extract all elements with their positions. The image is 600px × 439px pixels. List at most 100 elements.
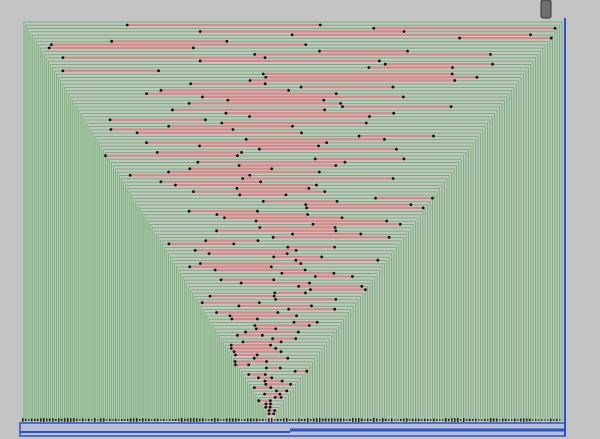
link-end bbox=[157, 69, 160, 73]
tick bbox=[517, 419, 519, 421]
tick bbox=[382, 418, 384, 422]
link-end bbox=[271, 235, 275, 239]
link-end bbox=[196, 160, 200, 164]
link-end bbox=[299, 85, 303, 89]
link-end bbox=[272, 255, 276, 259]
link-end bbox=[475, 75, 479, 79]
link-end bbox=[273, 396, 277, 399]
wire bbox=[141, 210, 424, 421]
link-end bbox=[276, 311, 280, 314]
link-end bbox=[293, 369, 297, 373]
wire bbox=[253, 390, 292, 421]
wire bbox=[62, 83, 517, 421]
link-end bbox=[159, 180, 163, 184]
wire bbox=[202, 308, 352, 421]
link-end bbox=[257, 399, 261, 403]
wire bbox=[237, 364, 311, 421]
tick bbox=[499, 419, 501, 421]
link-end bbox=[201, 95, 204, 99]
link-end bbox=[271, 337, 275, 340]
link-end bbox=[241, 340, 245, 344]
wire bbox=[155, 233, 407, 421]
link-end bbox=[391, 85, 395, 89]
tick bbox=[280, 418, 282, 422]
link-end bbox=[313, 157, 317, 161]
wire bbox=[171, 259, 388, 421]
link-end bbox=[193, 249, 197, 252]
tick bbox=[121, 418, 123, 422]
tick bbox=[454, 418, 456, 422]
tick bbox=[523, 418, 525, 422]
wire bbox=[137, 204, 429, 421]
tick bbox=[85, 419, 87, 421]
link-end bbox=[299, 262, 303, 265]
link-end bbox=[310, 304, 313, 308]
link-end bbox=[273, 409, 277, 412]
link-end bbox=[391, 177, 395, 180]
link-end bbox=[235, 186, 239, 190]
link-end bbox=[239, 281, 243, 285]
link-end bbox=[385, 219, 389, 223]
tick bbox=[277, 418, 279, 422]
link-end bbox=[401, 95, 405, 99]
tick bbox=[199, 418, 201, 422]
link-end bbox=[200, 301, 204, 305]
link-end bbox=[285, 389, 289, 393]
tick bbox=[319, 418, 321, 422]
link-end bbox=[334, 298, 338, 301]
link-end bbox=[279, 350, 283, 354]
tick bbox=[268, 418, 270, 422]
link-end bbox=[269, 343, 272, 347]
link-end bbox=[295, 314, 298, 318]
link-end bbox=[269, 386, 273, 389]
tick bbox=[205, 419, 207, 421]
tick bbox=[118, 419, 120, 421]
link-end bbox=[110, 39, 114, 43]
link-end bbox=[274, 347, 278, 350]
link-end bbox=[392, 111, 396, 115]
wire bbox=[190, 289, 366, 421]
link-end bbox=[233, 360, 237, 363]
link-end bbox=[128, 173, 132, 177]
tick bbox=[130, 418, 132, 422]
link-end bbox=[264, 75, 268, 79]
link-end bbox=[553, 26, 557, 30]
tick bbox=[112, 419, 114, 421]
link-end bbox=[135, 131, 139, 135]
tick bbox=[217, 418, 219, 422]
link-end bbox=[325, 141, 329, 145]
link-end bbox=[360, 284, 364, 288]
link-end bbox=[334, 92, 338, 95]
link-end bbox=[145, 92, 148, 95]
link-end bbox=[263, 373, 267, 376]
link-end bbox=[491, 62, 494, 66]
link-end bbox=[231, 128, 235, 131]
tick bbox=[289, 419, 291, 421]
link-end bbox=[167, 242, 171, 246]
tick bbox=[151, 419, 153, 421]
link-end bbox=[254, 327, 258, 331]
link-end bbox=[292, 320, 296, 324]
tick bbox=[328, 418, 330, 422]
link-end bbox=[263, 56, 267, 60]
link-end bbox=[248, 79, 252, 82]
link-end bbox=[449, 105, 453, 109]
tick bbox=[541, 419, 543, 421]
tick bbox=[262, 419, 264, 421]
tick bbox=[115, 418, 117, 422]
link-end bbox=[318, 23, 322, 27]
link-end bbox=[188, 167, 192, 171]
tick bbox=[211, 418, 213, 422]
link-end bbox=[284, 193, 288, 197]
tick bbox=[301, 419, 303, 421]
link-end bbox=[335, 200, 339, 203]
link-end bbox=[450, 72, 454, 76]
link-end bbox=[265, 360, 268, 363]
wire bbox=[76, 106, 501, 421]
link-end bbox=[61, 69, 65, 73]
tick bbox=[322, 418, 324, 422]
tick bbox=[427, 418, 429, 422]
link-end bbox=[268, 405, 272, 409]
link-end bbox=[398, 222, 402, 226]
link-end bbox=[308, 281, 311, 285]
